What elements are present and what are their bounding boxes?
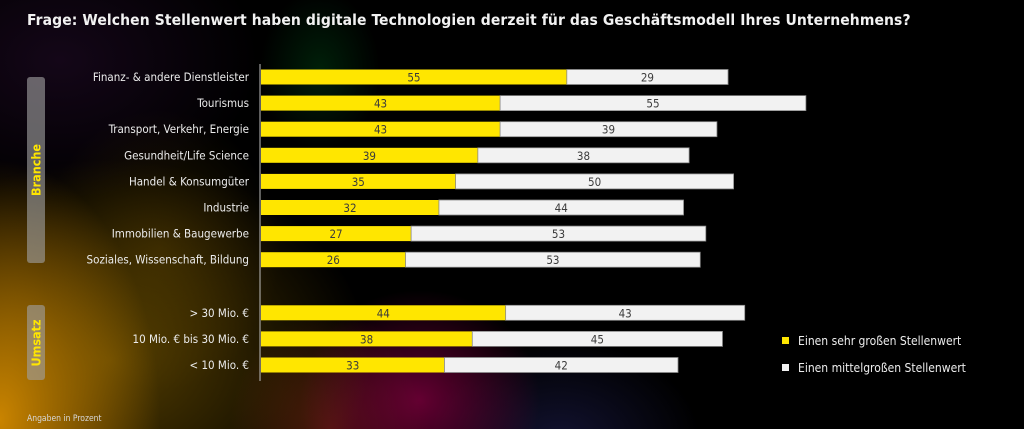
group-label-branche: Branche <box>27 77 45 263</box>
bar-segment-mittelgross <box>405 251 701 268</box>
category-label: Tourismus <box>196 96 249 110</box>
value-label: 29 <box>641 71 654 85</box>
bar-segment-sehr-gross <box>261 331 473 347</box>
category-label: Transport, Verkehr, Energie <box>108 122 249 136</box>
bar-segment-mittelgross <box>499 121 718 138</box>
bar-segment-mittelgross <box>455 173 735 190</box>
legend: Einen sehr großen Stellenwert Einen mitt… <box>782 327 966 381</box>
category-label: Immobilien & Baugewerbe <box>112 227 249 241</box>
bar-segment-sehr-gross <box>261 121 501 137</box>
value-label: 44 <box>377 306 390 320</box>
value-label: 55 <box>646 97 659 111</box>
legend-item-sehr-gross: Einen sehr großen Stellenwert <box>782 327 966 354</box>
value-label: 55 <box>407 71 420 85</box>
bar-segment-mittelgross <box>410 225 707 242</box>
value-label: 44 <box>555 201 568 215</box>
bar-segment-mittelgross <box>499 95 807 111</box>
bar-segment-sehr-gross <box>261 252 406 268</box>
legend-item-mittelgross: Einen mittelgroßen Stellenwert <box>782 354 966 381</box>
bar-segment-mittelgross <box>477 147 690 164</box>
value-label: 35 <box>352 175 365 189</box>
category-label: 10 Mio. € bis 30 Mio. € <box>133 332 249 346</box>
value-label: 43 <box>374 123 387 137</box>
value-label: 33 <box>346 359 359 373</box>
bar-segment-mittelgross <box>438 199 684 216</box>
legend-label-mittelgross: Einen mittelgroßen Stellenwert <box>798 360 966 375</box>
category-label: Handel & Konsumgüter <box>129 174 250 188</box>
value-label: 39 <box>363 149 376 163</box>
legend-swatch-yellow <box>782 337 789 344</box>
bar-segment-mittelgross <box>505 304 746 321</box>
value-label: 53 <box>546 253 559 267</box>
bars-layer: Finanz- & andere Dienstleister 55 29 Touris… <box>87 69 807 373</box>
bar-segment-sehr-gross <box>261 226 412 242</box>
legend-swatch-white <box>782 364 789 371</box>
category-label: Industrie <box>203 201 249 215</box>
value-label: 53 <box>552 227 565 241</box>
value-label: 39 <box>602 123 615 137</box>
bar-segment-sehr-gross <box>261 69 567 85</box>
category-label: > 30 Mio. € <box>190 306 249 320</box>
bar-segment-sehr-gross <box>261 147 478 163</box>
bar-segment-mittelgross <box>471 330 723 347</box>
group-label-umsatz: Umsatz <box>27 305 45 380</box>
legend-label-sehr-gross: Einen sehr großen Stellenwert <box>798 333 962 348</box>
category-label: < 10 Mio. € <box>190 358 249 372</box>
chart-title: Frage: Welchen Stellenwert haben digital… <box>27 11 911 29</box>
category-label: Finanz- & andere Dienstleister <box>93 70 250 84</box>
footnote: Angaben in Prozent <box>27 414 102 424</box>
value-label: 38 <box>360 332 373 346</box>
category-label: Gesundheit/Life Science <box>124 148 249 162</box>
value-label: 42 <box>555 359 568 373</box>
value-label: 32 <box>343 201 356 215</box>
value-label: 27 <box>329 227 342 241</box>
bar-segment-sehr-gross <box>261 305 506 321</box>
value-label: 45 <box>591 332 604 346</box>
bar-segment-sehr-gross <box>261 173 456 189</box>
bar-segment-sehr-gross <box>261 357 445 373</box>
category-label: Soziales, Wissenschaft, Bildung <box>87 253 249 267</box>
bar-segment-mittelgross <box>566 69 729 85</box>
value-label: 26 <box>327 253 340 267</box>
bar-segment-mittelgross <box>444 357 679 373</box>
bar-segment-sehr-gross <box>261 95 501 111</box>
value-label: 38 <box>577 149 590 163</box>
value-label: 43 <box>619 306 632 320</box>
bar-segment-sehr-gross <box>261 200 439 215</box>
value-label: 50 <box>588 175 601 189</box>
value-label: 43 <box>374 97 387 111</box>
